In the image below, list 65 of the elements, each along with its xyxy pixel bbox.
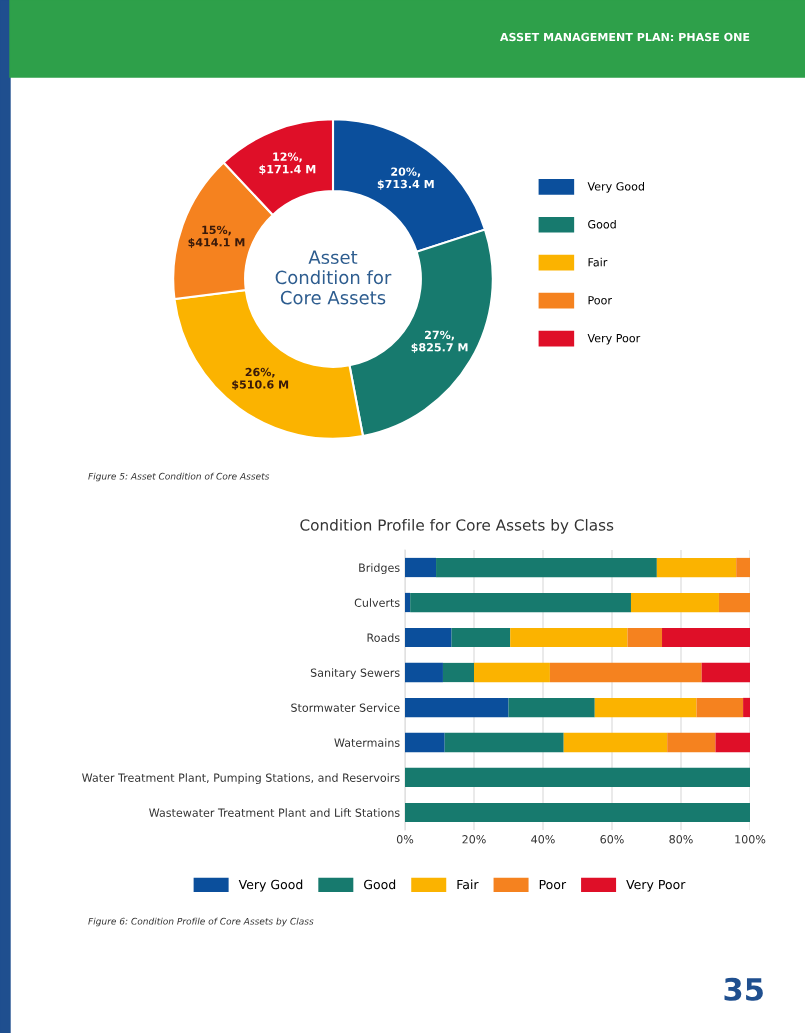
- bar: [510, 627, 628, 648]
- legend-label: Very Good: [238, 879, 303, 892]
- bar: [405, 802, 750, 823]
- y-tick-label: Wastewater Treatment Plant and Lift Stations: [149, 808, 400, 817]
- data-label: 26%, $510.6 M: [232, 367, 289, 391]
- bar: [405, 662, 443, 683]
- bar: [405, 557, 437, 578]
- bar: [743, 697, 750, 718]
- bar: [630, 592, 719, 613]
- y-tick-label: Stormwater Service: [291, 703, 400, 712]
- x-tick-label: 100%: [735, 835, 766, 844]
- text: 35: [724, 977, 763, 1001]
- bar: [405, 732, 445, 753]
- bar: [508, 697, 595, 718]
- y-tick-label: Bridges: [359, 563, 400, 575]
- y-tick-label: Culverts: [354, 598, 400, 607]
- text: ASSET MANAGEMENT PLAN: PHASE ONE: [499, 32, 750, 42]
- bar: [405, 627, 452, 648]
- data-label: 20%, $713.4 M: [377, 167, 434, 190]
- x-tick-label: 40%: [531, 835, 555, 844]
- bar: [594, 697, 697, 718]
- x-tick-label: 0%: [396, 835, 414, 844]
- chart-title: Condition Profile for Core Assets by Class: [300, 518, 614, 534]
- bar: [436, 557, 657, 578]
- bar: [474, 662, 550, 683]
- bar: [442, 662, 474, 683]
- bar: [405, 697, 509, 718]
- legend-label: Very Poor: [626, 879, 686, 892]
- text: Asset Condition for Core Assets: [275, 250, 392, 305]
- bar: [662, 627, 750, 648]
- bar: [701, 662, 750, 683]
- bar: [656, 557, 737, 578]
- legend-label: Poor: [588, 296, 612, 305]
- legend-label: Fair: [588, 257, 608, 267]
- legend-label: Very Good: [587, 181, 644, 193]
- x-tick-label: 80%: [669, 835, 693, 844]
- legend-label: Poor: [539, 879, 567, 890]
- y-tick-label: Sanitary Sewers: [310, 668, 400, 680]
- legend-label: Good: [364, 879, 396, 890]
- data-label: 15%, $414.1 M: [188, 225, 245, 248]
- bar: [627, 627, 663, 648]
- y-tick-label: Water Treatment Plant, Pumping Stations, and Reservoirs: [82, 773, 400, 785]
- legend-label: Good: [588, 219, 616, 229]
- bar: [667, 732, 716, 753]
- data-label: 27%, $825.7 M: [411, 330, 468, 353]
- bar: [563, 732, 668, 753]
- caption: Figure 5: Asset Condition of Core Assets: [88, 472, 270, 482]
- bar: [696, 697, 744, 718]
- bar: [549, 662, 702, 683]
- bar: [405, 767, 750, 788]
- y-tick-label: Watermains: [334, 738, 400, 747]
- bar: [444, 732, 564, 753]
- bar: [451, 627, 511, 648]
- y-tick-label: Roads: [367, 633, 400, 642]
- bar: [410, 592, 631, 613]
- legend-label: Very Poor: [587, 334, 641, 345]
- legend-label: Fair: [457, 879, 479, 890]
- bar: [736, 557, 750, 578]
- bar: [405, 592, 411, 613]
- x-tick-label: 20%: [462, 835, 486, 844]
- x-tick-label: 60%: [600, 835, 624, 844]
- data-label: 12%, $171.4 M: [259, 152, 316, 175]
- caption: Figure 6: Condition Profile of Core Assets by Class: [88, 917, 314, 927]
- bar: [718, 592, 750, 613]
- bar: [715, 732, 750, 753]
